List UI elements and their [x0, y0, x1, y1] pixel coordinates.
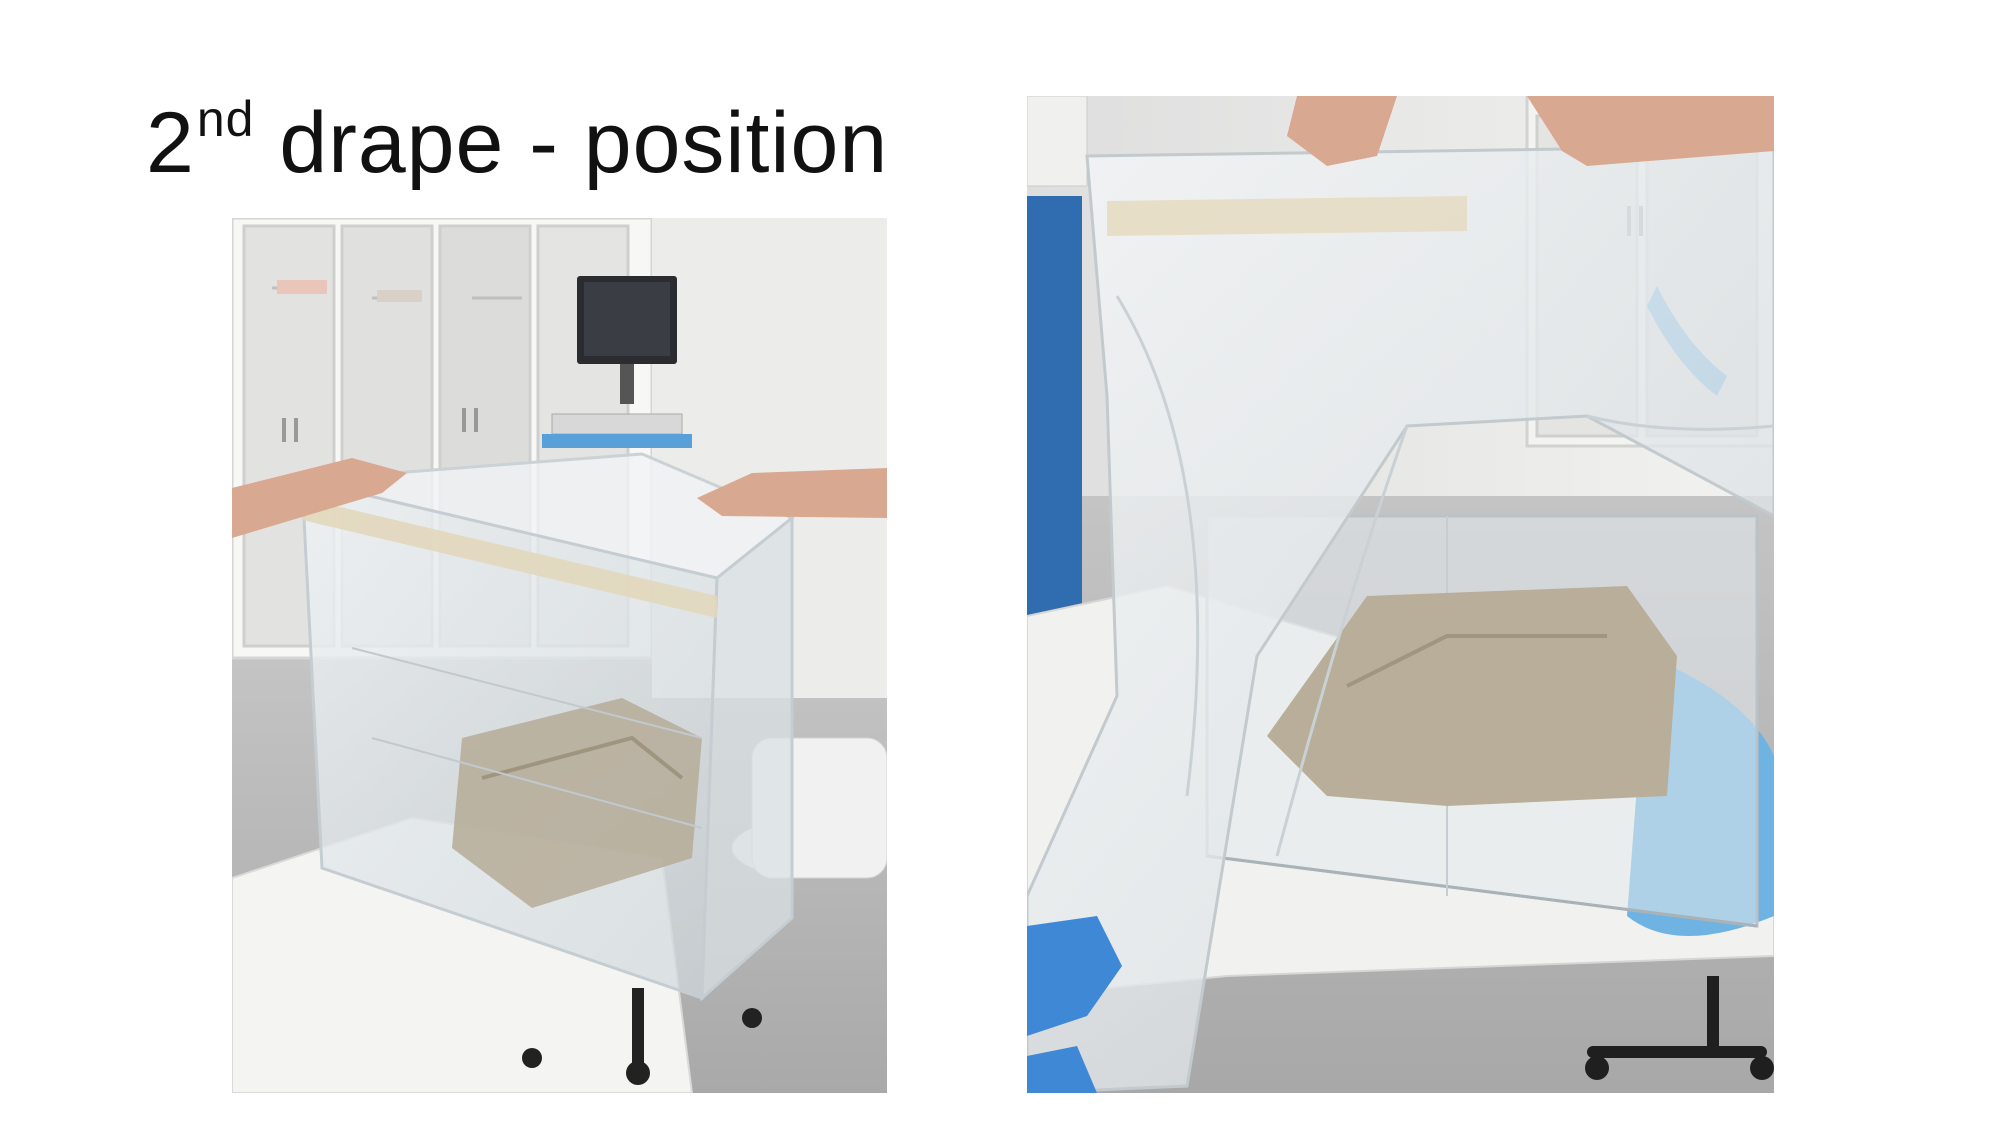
glove-bottom: [1027, 916, 1122, 1036]
slide-title: 2nd drape - position: [146, 94, 888, 186]
chair-base: [1585, 976, 1774, 1080]
title-superscript: nd: [196, 91, 255, 147]
hands: [1027, 96, 1774, 1093]
left-photo-illustration: [232, 218, 887, 1093]
right-photo: [1027, 96, 1774, 1093]
title-base: 2: [146, 95, 195, 191]
title-rest: drape - position: [254, 95, 889, 191]
hands: [232, 458, 887, 538]
cloth: [1267, 586, 1677, 806]
monitor: [542, 276, 692, 448]
left-photo: [232, 218, 887, 1093]
right-photo-illustration: [1027, 96, 1774, 1093]
chair-base: [522, 988, 762, 1085]
acrylic-box-with-drape: [300, 452, 795, 1002]
plastic-drape: [1027, 144, 1774, 1093]
